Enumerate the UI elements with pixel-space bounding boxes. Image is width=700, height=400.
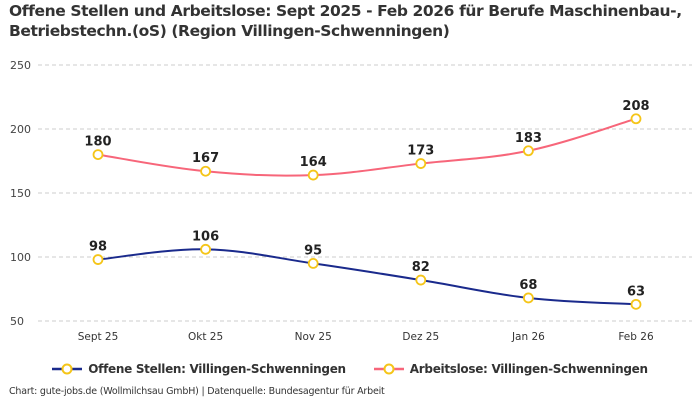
y-tick-label: 150 [10,187,31,200]
y-tick-label: 100 [10,251,31,264]
data-label: 95 [304,243,322,258]
legend-item-arbeitslose[interactable]: Arbeitslose: Villingen-Schwenningen [373,362,648,376]
data-point[interactable] [630,298,642,310]
legend-label: Offene Stellen: Villingen-Schwenningen [88,362,346,376]
x-tick-label: Jan 26 [511,331,545,343]
data-label: 167 [192,151,219,166]
data-point[interactable] [415,274,427,286]
legend: Offene Stellen: Villingen-Schwenningen A… [0,362,700,376]
data-label: 63 [627,284,645,299]
data-point[interactable] [200,165,212,177]
data-point[interactable] [523,145,534,157]
data-point[interactable] [92,254,104,265]
series-line-1 [97,117,637,177]
data-label: 208 [622,99,649,114]
data-label: 173 [407,144,434,159]
legend-marker-icon [373,363,404,375]
data-point[interactable] [200,243,212,255]
y-tick-label: 200 [10,123,31,136]
data-label: 98 [89,240,107,255]
data-point[interactable] [415,158,427,169]
data-label: 164 [300,155,327,170]
legend-item-offene-stellen[interactable]: Offene Stellen: Villingen-Schwenningen [52,362,346,376]
x-tick-label: Sept 25 [78,331,119,343]
source-note: Chart: gute-jobs.de (Wollmilchsau GmbH) … [9,386,385,397]
data-label: 106 [192,229,219,244]
y-tick-label: 250 [10,59,31,72]
x-tick-label: Okt 25 [188,331,223,343]
data-label: 68 [519,278,537,293]
data-point[interactable] [307,169,319,181]
series-line-0 [97,248,637,306]
x-tick-label: Nov 25 [295,331,332,343]
data-point[interactable] [630,113,642,125]
data-point[interactable] [307,257,319,269]
data-label: 82 [412,260,430,275]
legend-marker-icon [52,363,83,375]
chart-title: Offene Stellen und Arbeitslose: Sept 202… [9,2,682,40]
legend-label: Arbeitslose: Villingen-Schwenningen [409,362,648,376]
x-tick-label: Feb 26 [618,331,654,343]
data-label: 180 [84,135,111,150]
x-tick-label: Dez 25 [402,331,439,343]
data-point[interactable] [92,149,104,161]
data-point[interactable] [523,292,534,304]
y-tick-label: 50 [10,315,24,328]
data-label: 183 [515,131,542,146]
